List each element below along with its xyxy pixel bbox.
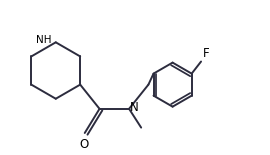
Text: O: O xyxy=(80,138,89,151)
Text: F: F xyxy=(202,47,209,60)
Text: NH: NH xyxy=(36,35,51,44)
Text: N: N xyxy=(130,101,138,114)
